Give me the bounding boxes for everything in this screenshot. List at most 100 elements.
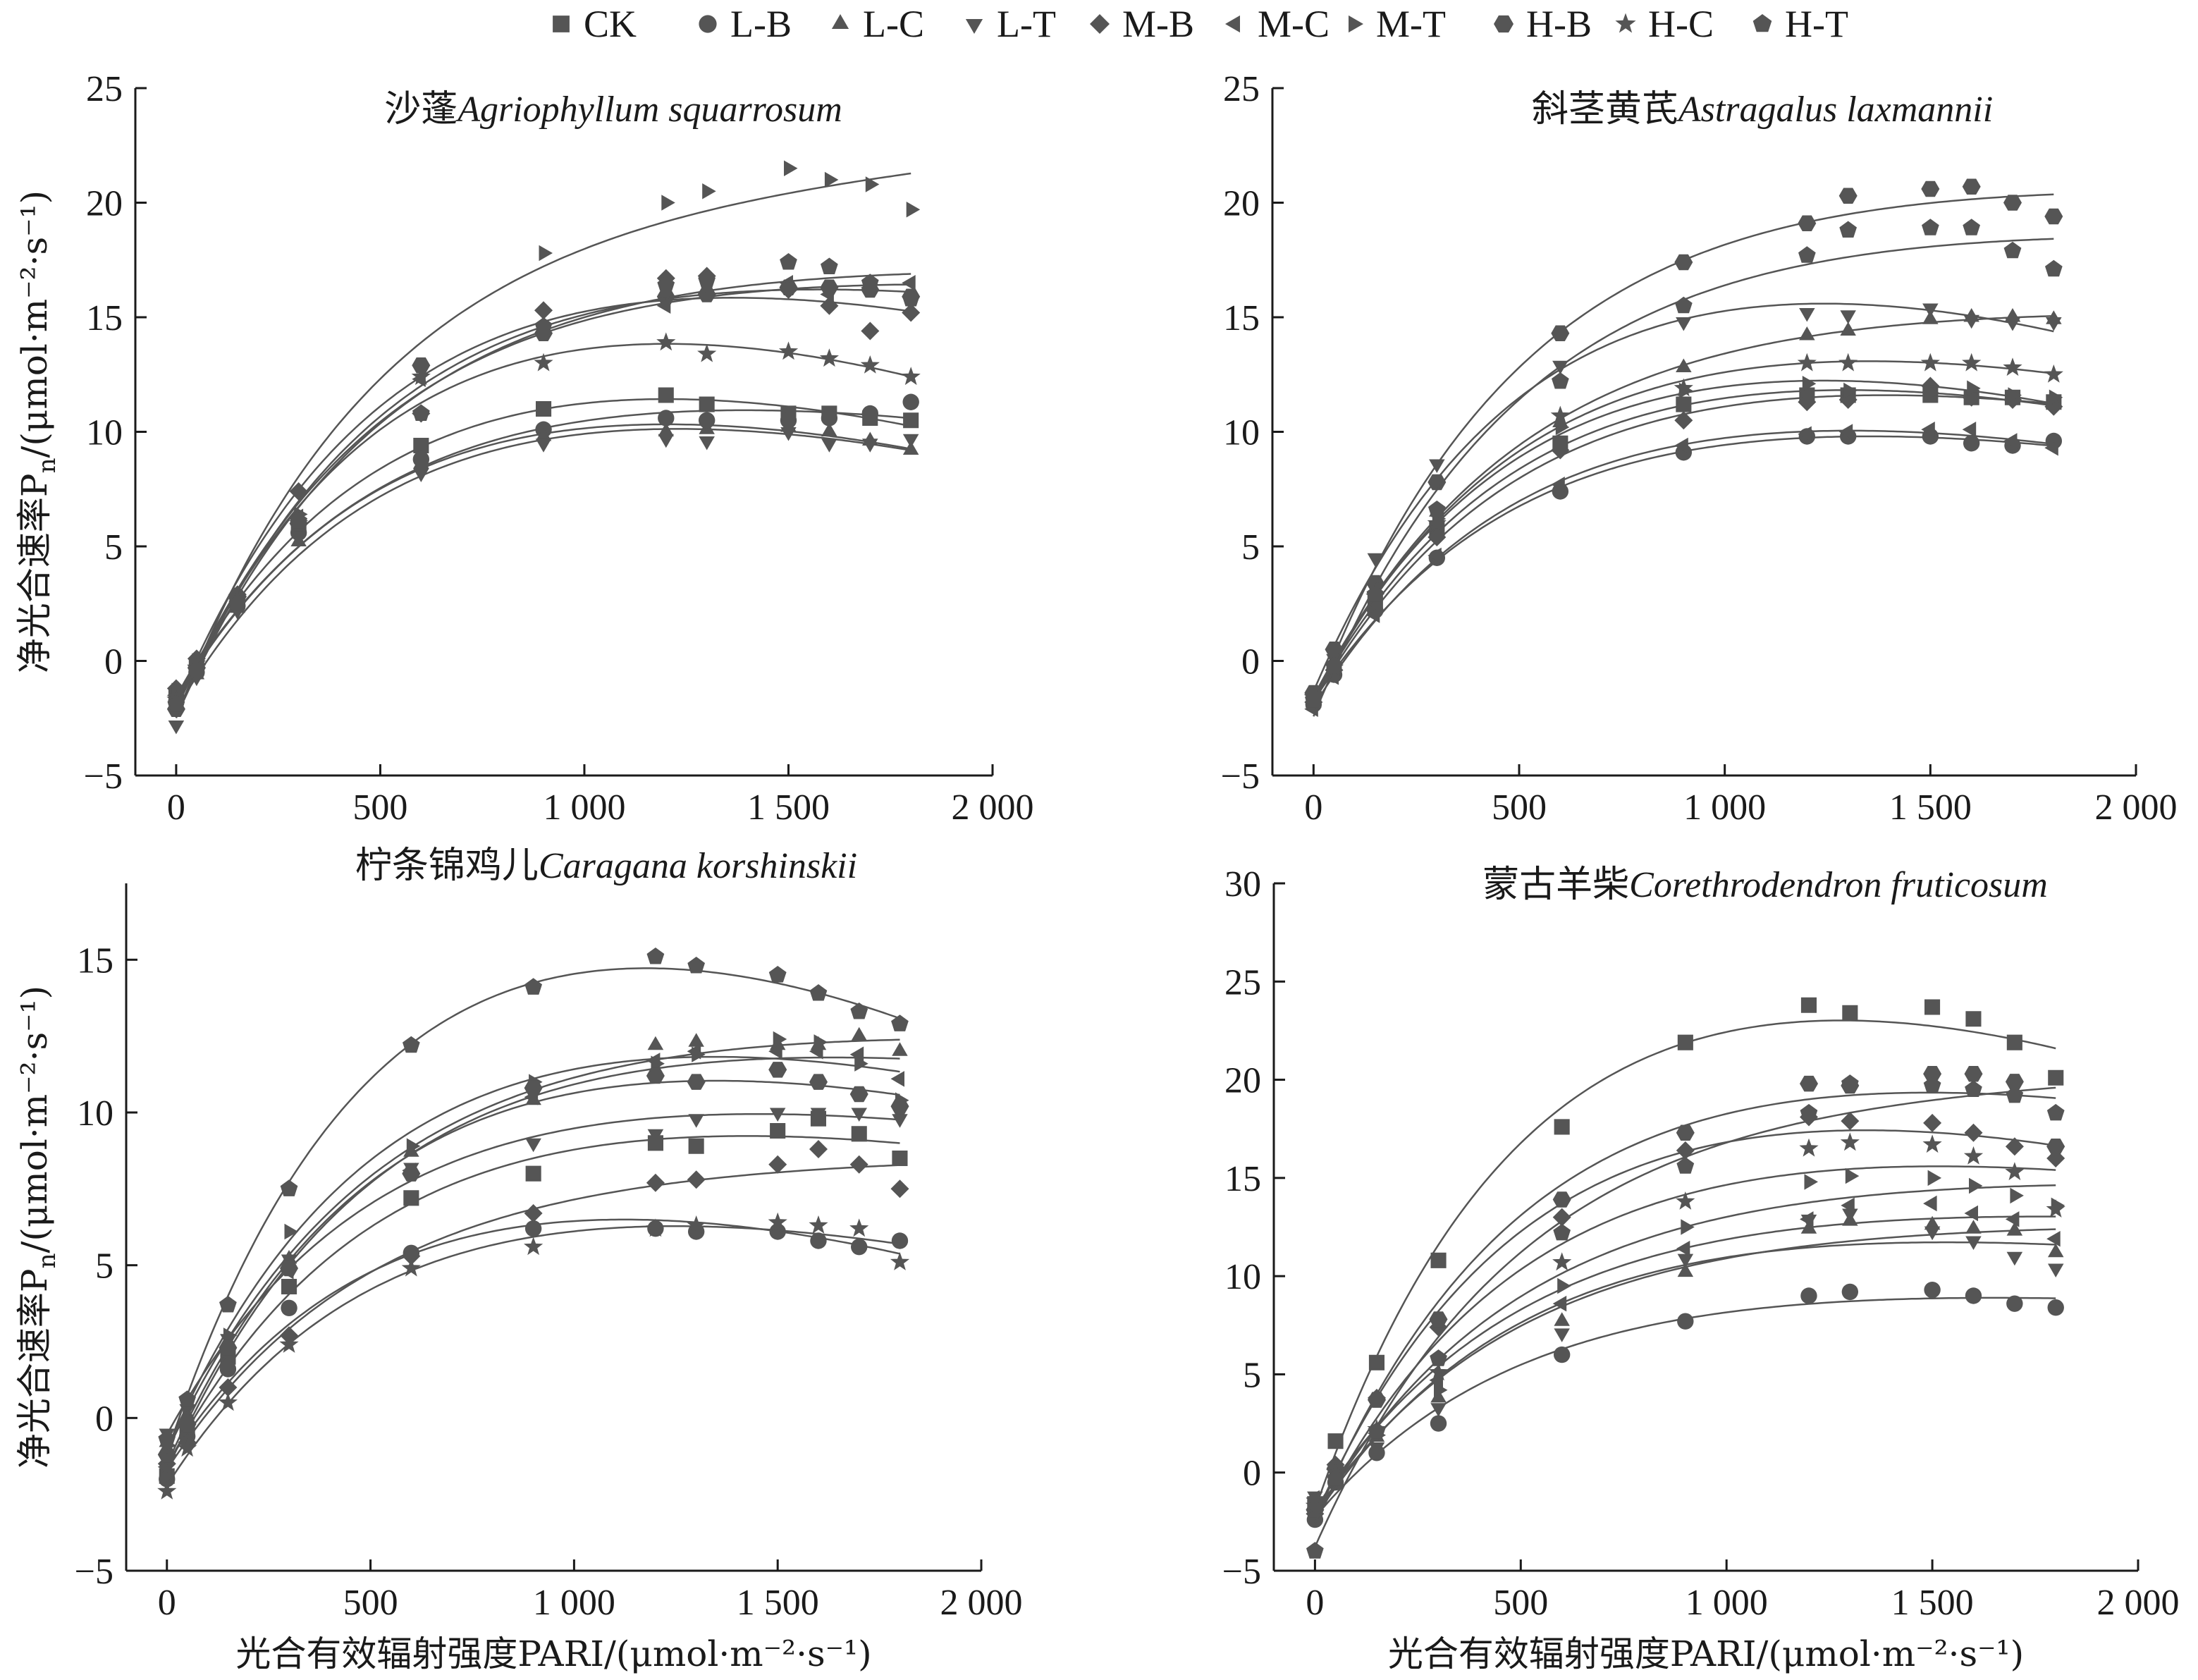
data-point-h-b xyxy=(1964,1066,1983,1082)
data-point-l-b xyxy=(159,1471,176,1488)
data-point-h-c xyxy=(1797,352,1817,372)
data-point-h-t xyxy=(768,966,787,983)
y-tick-label: −5 xyxy=(1222,1552,1261,1592)
y-tick-label: 0 xyxy=(1243,1454,1261,1494)
data-point-h-c xyxy=(687,1215,706,1234)
data-point-l-c xyxy=(1430,1388,1447,1403)
data-point-l-t xyxy=(2046,317,2062,331)
x-tick-label: 1 000 xyxy=(533,1583,615,1623)
fit-curve-l-c xyxy=(175,423,911,700)
data-point-m-c xyxy=(1841,1197,1855,1214)
legend: CK L-B L-C L-T M-B M-C M-T H-B H-C H-T xyxy=(553,3,1848,45)
y-tick-label: 5 xyxy=(104,527,123,568)
panel-caragana: −5 0 5 10 15 0 500 1 000 1 500 2 000 柠条锦鸡儿Caragana… xyxy=(14,845,1023,1674)
fit-curve-ck xyxy=(1313,389,2054,701)
data-point-h-b xyxy=(524,1080,543,1096)
data-point-m-b xyxy=(849,1155,868,1174)
data-point-l-t xyxy=(525,1138,541,1153)
data-point-m-c xyxy=(2003,433,2018,449)
x-tick-label: 1 000 xyxy=(543,787,625,828)
data-point-l-t xyxy=(1963,314,1979,329)
x-tick-label: 2 000 xyxy=(952,787,1034,828)
y-tick-label: 0 xyxy=(95,1399,113,1439)
data-point-h-t xyxy=(290,512,307,529)
data-point-l-t xyxy=(810,1108,827,1122)
data-point-h-b xyxy=(2005,1074,2024,1090)
data-point-l-b xyxy=(2006,1295,2023,1312)
data-point-l-t xyxy=(1429,459,1445,473)
data-point-m-c xyxy=(1962,422,1977,438)
data-point-h-b xyxy=(1551,325,1570,341)
data-point-m-b xyxy=(524,1204,543,1222)
data-point-h-t xyxy=(1553,1223,1571,1241)
data-point-l-t xyxy=(892,1114,908,1128)
data-point-l-c xyxy=(688,1033,704,1047)
data-point-h-c xyxy=(279,1335,299,1353)
series-h-t xyxy=(1305,219,2063,717)
fit-curve-m-c xyxy=(1313,429,2054,707)
data-point-l-c xyxy=(902,441,919,455)
data-point-l-t xyxy=(2004,317,2021,331)
y-axis-label: 净光合速率Pn/(μmol·m⁻²·s⁻¹) xyxy=(14,190,61,673)
series-l-t xyxy=(1307,1208,2064,1518)
data-point-l-c xyxy=(821,422,837,436)
data-point-ck xyxy=(1924,999,1941,1015)
legend-label-h-b: H-B xyxy=(1526,3,1592,45)
series-m-c xyxy=(1304,422,2058,717)
x-tick-label: 1 500 xyxy=(747,787,830,828)
data-point-h-b xyxy=(849,1086,868,1103)
legend-label-m-b: M-B xyxy=(1122,3,1194,45)
data-point-l-c xyxy=(1924,1215,1941,1230)
data-point-h-t xyxy=(1800,1103,1818,1121)
data-point-l-b xyxy=(281,1299,297,1317)
legend-item-m-c: M-C xyxy=(1225,3,1330,45)
data-point-l-t xyxy=(1677,1253,1694,1268)
data-point-l-t xyxy=(1922,303,1939,317)
data-point-ck xyxy=(770,1123,786,1139)
data-point-h-c xyxy=(1428,1362,1449,1381)
data-point-h-c xyxy=(1799,1138,1819,1157)
data-point-h-b xyxy=(1800,1075,1818,1092)
data-point-h-b xyxy=(1921,180,1940,197)
x-tick-label: 2 000 xyxy=(2095,787,2178,828)
data-point-h-t xyxy=(534,317,553,334)
y-axis-label-main: 净光合速率P xyxy=(14,1268,55,1469)
data-point-ck xyxy=(1965,1011,1982,1027)
data-point-h-t xyxy=(809,984,828,1001)
y-tick-label: 20 xyxy=(1224,1061,1261,1101)
x-tick-label: 500 xyxy=(352,787,407,828)
x-tick-label: 1 500 xyxy=(737,1583,819,1623)
data-point-h-t xyxy=(850,1003,868,1019)
data-point-m-b xyxy=(1552,1208,1571,1227)
data-point-m-c xyxy=(1923,1195,1937,1212)
data-point-h-t xyxy=(280,1179,298,1196)
y-axis-label-main: 净光合速率P xyxy=(14,473,55,673)
data-point-h-c xyxy=(1552,1252,1572,1271)
legend-marker-l-t xyxy=(965,19,983,34)
data-point-ck xyxy=(525,1165,541,1182)
series-l-b xyxy=(1306,1281,2064,1528)
data-point-h-b xyxy=(412,357,431,374)
data-point-h-t xyxy=(821,257,838,274)
data-point-h-t xyxy=(412,404,430,421)
legend-marker-h-c xyxy=(1615,13,1636,33)
data-point-h-c xyxy=(401,1258,421,1277)
data-point-h-t xyxy=(1325,656,1343,673)
data-point-h-t xyxy=(1965,1080,1982,1097)
data-point-h-t xyxy=(1428,501,1446,517)
data-point-m-b xyxy=(534,301,553,320)
data-point-l-b xyxy=(1800,1287,1817,1304)
data-point-m-t xyxy=(1845,1167,1860,1184)
legend-item-l-t: L-T xyxy=(965,3,1056,45)
data-point-m-t xyxy=(651,1055,665,1072)
data-point-h-b xyxy=(2003,195,2022,211)
data-point-h-t xyxy=(646,948,665,964)
series-l-b xyxy=(1305,428,2063,713)
fit-curve-l-b xyxy=(1314,1296,2056,1518)
series-m-t xyxy=(162,1031,909,1454)
data-point-m-b xyxy=(1923,1113,1942,1132)
data-point-l-c xyxy=(699,420,715,434)
data-point-h-t xyxy=(1366,585,1385,602)
fit-curve-m-t xyxy=(175,172,911,718)
data-point-m-c xyxy=(2005,1211,2020,1227)
